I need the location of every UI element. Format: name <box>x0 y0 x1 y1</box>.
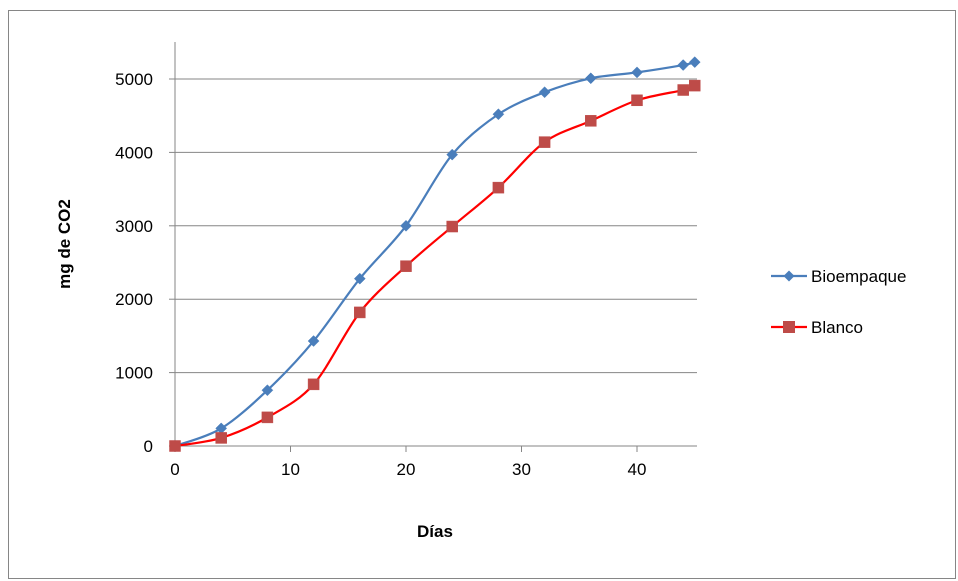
data-point-blanco-45 <box>689 79 701 92</box>
data-point-blanco-36 <box>585 115 597 127</box>
series-blanco <box>169 79 701 452</box>
legend-marker-blanco <box>783 321 795 333</box>
chart-frame <box>8 10 956 579</box>
data-point-bioempaque-32 <box>538 86 551 99</box>
data-point-bioempaque-36 <box>584 72 597 85</box>
legend-label-bioempaque: Bioempaque <box>811 267 906 286</box>
data-point-bioempaque-44 <box>677 59 690 71</box>
data-point-bioempaque-24 <box>446 148 459 161</box>
data-point-bioempaque-12 <box>307 335 320 347</box>
legend-item-blanco: Blanco <box>771 318 863 337</box>
y-tick-label-3000: 3000 <box>115 217 153 236</box>
data-point-blanco-40 <box>631 94 643 107</box>
data-point-blanco-44 <box>677 84 689 96</box>
data-point-bioempaque-45 <box>688 56 701 68</box>
data-point-blanco-20 <box>400 260 412 272</box>
data-point-blanco-4 <box>215 432 227 444</box>
data-point-blanco-16 <box>354 306 366 319</box>
series-bioempaque <box>169 56 701 452</box>
x-tick-label-20: 20 <box>397 460 416 479</box>
axes <box>169 42 697 452</box>
gridlines <box>175 78 697 374</box>
y-axis-title: mg de CO2 <box>55 199 74 289</box>
y-tick-label-5000: 5000 <box>115 70 153 89</box>
data-point-blanco-0 <box>169 440 181 452</box>
data-point-blanco-24 <box>446 220 458 233</box>
data-point-bioempaque-16 <box>353 272 366 285</box>
x-axis-title: Días <box>417 522 453 541</box>
series-line-bioempaque <box>174 61 696 448</box>
y-tick-label-0: 0 <box>144 437 153 456</box>
series <box>169 56 701 452</box>
data-point-blanco-8 <box>261 411 274 424</box>
data-point-bioempaque-8 <box>261 384 274 397</box>
series-line-blanco <box>174 84 696 448</box>
y-tick-label-1000: 1000 <box>115 364 153 383</box>
data-point-bioempaque-20 <box>400 219 412 232</box>
legend-marker-bioempaque <box>783 270 795 282</box>
legend-item-bioempaque: Bioempaque <box>771 267 906 286</box>
y-tick-label-2000: 2000 <box>115 290 153 309</box>
x-tick-label-0: 0 <box>170 460 179 479</box>
x-tick-label-40: 40 <box>628 460 647 479</box>
legend: Bioempaque Blanco <box>771 267 906 337</box>
x-tick-label-10: 10 <box>281 460 300 479</box>
data-point-blanco-32 <box>538 136 551 148</box>
tick-labels: 0 1000 2000 3000 4000 5000 0 10 20 30 40 <box>115 70 646 479</box>
data-point-blanco-12 <box>307 378 320 391</box>
data-point-bioempaque-40 <box>631 66 643 79</box>
y-tick-label-4000: 4000 <box>115 143 153 162</box>
x-tick-label-30: 30 <box>512 460 531 479</box>
legend-label-blanco: Blanco <box>811 318 863 337</box>
data-point-bioempaque-28 <box>492 108 505 121</box>
data-point-blanco-28 <box>492 181 505 194</box>
